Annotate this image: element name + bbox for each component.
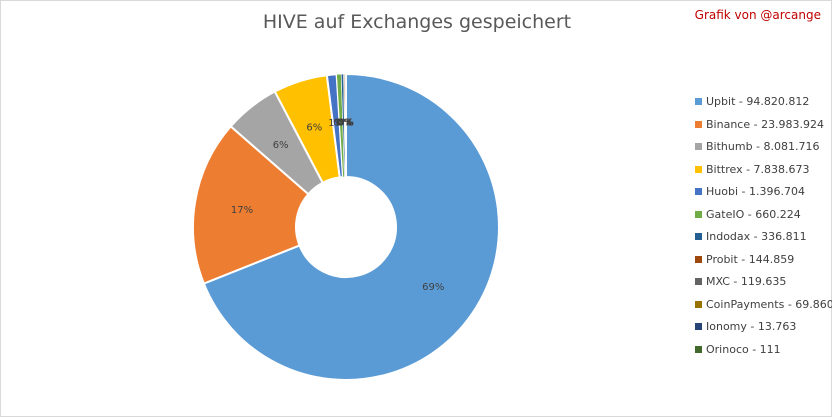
slice-binance: [192, 124, 310, 285]
donut-chart: 69%17%6%6%1%0%0%0%0%0%0%0%: [192, 72, 500, 381]
legend-label: Ionomy - 13.763: [706, 320, 797, 333]
legend-swatch: [695, 233, 702, 240]
legend-swatch: [695, 278, 702, 285]
legend-swatch: [695, 300, 702, 308]
legend-label: Bithumb - 8.081.716: [706, 140, 820, 153]
chart-legend: Upbit - 94.820.812 Binance - 23.983.924 Bi…: [695, 94, 832, 365]
chart-title: HIVE auf Exchanges gespeichert: [262, 11, 572, 33]
data-label-bittrex: 6%: [306, 122, 322, 133]
legend-label: Orinoco - 111: [706, 342, 781, 356]
legend-label: Upbit - 94.820.812: [706, 95, 810, 108]
legend-item-coinpayments: CoinPayments - 69.860: [695, 297, 832, 320]
legend-item-indodax: Indodax - 336.811: [695, 229, 830, 252]
data-label-huobi: 1%: [328, 118, 344, 129]
legend-label: MXC - 119.635: [706, 275, 787, 288]
legend-swatch: [695, 120, 702, 128]
legend-swatch: [695, 255, 702, 263]
credit-label: Grafik von @arcange: [694, 8, 821, 22]
legend-item-orinoco: Orinoco - 111: [695, 342, 830, 365]
legend-swatch: [695, 210, 702, 218]
legend-swatch: [695, 345, 702, 353]
legend-label: Huobi - 1.396.704: [706, 185, 805, 198]
legend-item-gateio: GateIO - 660.224: [695, 207, 830, 230]
legend-label: Indodax - 336.811: [706, 230, 807, 243]
legend-label: Bittrex - 7.838.673: [706, 162, 810, 176]
legend-item-huobi: Huobi - 1.396.704: [695, 184, 830, 207]
legend-swatch: [695, 323, 702, 330]
legend-label: Probit - 144.859: [706, 252, 795, 266]
legend-item-mxc: MXC - 119.635: [695, 274, 830, 297]
legend-item-upbit: Upbit - 94.820.812: [695, 94, 830, 117]
legend-label: GateIO - 660.224: [706, 207, 801, 221]
legend-swatch: [695, 188, 702, 195]
data-label-indodax: 0%: [336, 118, 352, 129]
legend-item-ionomy: Ionomy - 13.763: [695, 319, 830, 342]
legend-label: Binance - 23.983.924: [706, 117, 825, 131]
legend-label: CoinPayments - 69.860: [706, 297, 832, 311]
data-label-upbit: 69%: [422, 282, 444, 293]
legend-swatch: [695, 143, 702, 150]
legend-swatch: [695, 165, 702, 173]
data-label-probit: 0%: [337, 118, 353, 129]
legend-swatch: [695, 98, 702, 105]
legend-item-bittrex: Bittrex - 7.838.673: [695, 162, 830, 185]
legend-item-probit: Probit - 144.859: [695, 252, 830, 275]
data-label-binance: 17%: [231, 205, 253, 216]
data-label-orinoco: 0%: [338, 118, 354, 129]
data-label-bithumb: 6%: [273, 140, 289, 151]
legend-item-binance: Binance - 23.983.924: [695, 117, 830, 140]
legend-item-bithumb: Bithumb - 8.081.716: [695, 139, 830, 162]
data-label-gateio: 0%: [333, 118, 349, 129]
slice-upbit: [202, 72, 500, 381]
